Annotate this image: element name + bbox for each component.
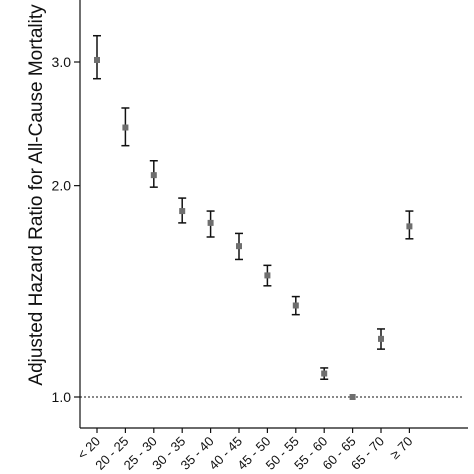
y-axis-title: Adjusted Hazard Ratio for All-Cause Mort… bbox=[26, 4, 47, 386]
data-point bbox=[207, 219, 214, 226]
data-point bbox=[349, 394, 356, 400]
y-tick-label: 2.0 bbox=[52, 178, 72, 194]
data-point bbox=[321, 370, 328, 377]
data-point bbox=[292, 302, 299, 309]
data-point bbox=[264, 272, 271, 279]
data-point bbox=[236, 243, 242, 250]
data-point bbox=[179, 208, 186, 215]
data-point bbox=[122, 124, 129, 131]
y-axis: 1.0 2.0 3.0 bbox=[52, 0, 81, 428]
data-point bbox=[406, 223, 413, 230]
data-point bbox=[94, 56, 100, 63]
y-tick-label: 1.0 bbox=[52, 389, 72, 405]
data-point bbox=[150, 172, 157, 179]
y-tick-label: 3.0 bbox=[52, 54, 72, 70]
x-tick-label: ≥ 70 bbox=[387, 434, 415, 462]
data-point bbox=[378, 335, 384, 342]
plot-area bbox=[80, 34, 462, 400]
